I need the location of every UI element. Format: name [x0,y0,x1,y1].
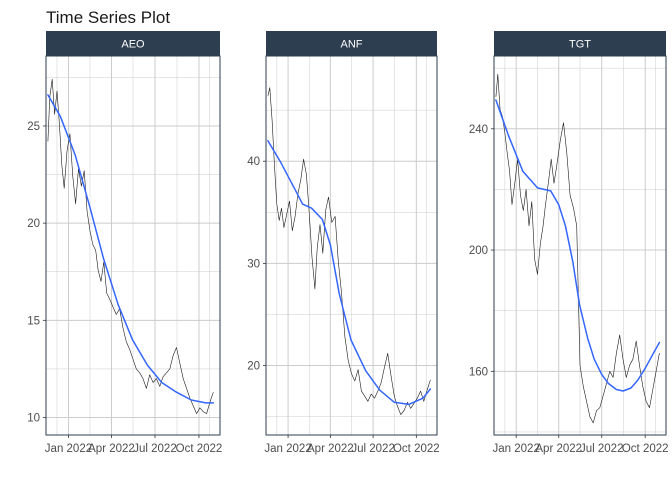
y-tick-label: 20 [27,218,40,230]
y-tick-label: 160 [469,366,488,378]
facet-strip [46,31,220,56]
trend-line-aeo [47,94,215,404]
facet-strip [494,31,666,56]
x-tick-label: Jul 2022 [133,443,176,455]
trend-line-anf [267,140,432,406]
y-tick-label: 25 [27,121,40,133]
facet-strip [266,31,437,56]
x-tick-label: Apr 2022 [307,443,354,455]
facet-strip-label: ANF [341,39,363,51]
chart-title: Time Series Plot [46,8,170,27]
x-tick-label: Jul 2022 [580,443,623,455]
y-tick-label: 10 [27,413,40,425]
x-tick-label: Oct 2022 [622,443,669,455]
x-tick-label: Jul 2022 [351,443,394,455]
y-tick-label: 240 [469,124,488,136]
x-tick-label: Oct 2022 [176,443,223,455]
x-tick-label: Oct 2022 [393,443,440,455]
x-tick-label: Apr 2022 [88,443,135,455]
y-tick-label: 200 [469,245,488,257]
series-line-aeo [47,79,214,414]
facet-strip-label: TGT [569,39,591,51]
x-tick-label: Apr 2022 [535,443,582,455]
x-tick-label: Jan 2022 [45,443,92,455]
y-tick-label: 40 [247,156,260,168]
y-tick-label: 30 [247,258,260,270]
facet-strip-label: AEO [121,39,145,51]
x-tick-label: Jan 2022 [264,443,311,455]
y-tick-label: 15 [27,315,40,327]
y-tick-label: 20 [247,361,260,373]
trend-line-tgt [495,99,661,392]
series-line-anf [267,87,431,415]
x-tick-label: Jan 2022 [493,443,540,455]
